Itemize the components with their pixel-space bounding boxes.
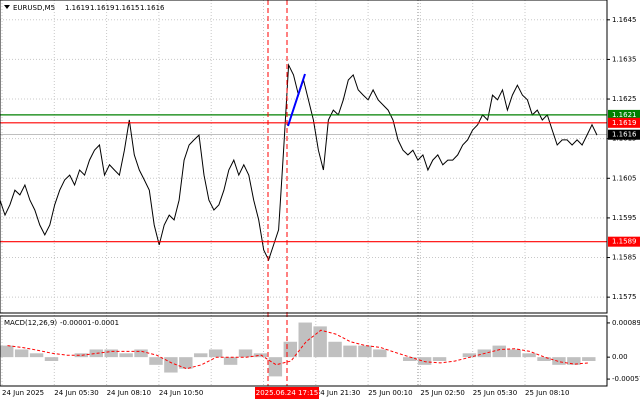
macd-bar [358,345,372,358]
x-tick-label: 24 Jun 2025 [2,389,44,397]
macd-bar [119,353,133,358]
macd-bar [0,345,14,358]
y-tick-label: 0.00 [612,353,628,361]
high: 1.1619 [90,4,115,12]
macd-bar [104,349,118,358]
macd-signal [7,329,590,370]
low: 1.1615 [115,4,140,12]
macd-bar [89,349,103,358]
close: 1.1616 [140,4,165,12]
grid [0,0,607,386]
y-tick-label: 1.1645 [612,16,637,24]
y-tick-label: -0.00057 [612,375,640,383]
y-tick-label: 0.00089 [612,319,640,327]
x-tick-label: 25 Jun 02:50 [420,389,464,397]
level-label-box [608,129,640,140]
header: EURUSD,M5 1.1619 1.1619 1.1615 1.1616 [4,4,165,12]
macd-bar [238,349,253,358]
macd-bar [74,353,89,358]
macd-bar [567,357,581,365]
level-label: 1.1621 [612,111,637,119]
macd-signal-value: -0.0001 [92,319,119,327]
macd-bar [373,349,387,358]
level-label-box [608,117,640,128]
macd-bar [537,357,551,361]
macd-bar [343,345,357,358]
x-tick-label: 24 Jun 21:30 [316,389,360,397]
open: 1.1619 [65,4,90,12]
macd-bar [417,357,432,365]
macd-bar [328,341,342,358]
header-icon [4,5,10,9]
macd-bar [223,357,238,365]
macd-bar [44,357,59,361]
labels: 1.16451.16351.16251.16151.16051.15951.15… [2,16,640,399]
macd-bar [14,349,29,358]
level-label-box [608,236,640,247]
macd-bar [29,353,44,358]
macd-bar [582,357,596,361]
macd-bar [179,357,193,369]
macd-bar [268,357,283,377]
x-tick-label: 24 Jun 10:50 [159,389,203,397]
macd-frame [0,315,608,387]
macd-bar [283,341,298,358]
level-label-box [608,109,640,120]
macd-bar [164,357,178,373]
macd-bar [194,353,208,358]
macd-bar [462,353,477,358]
level-label: 1.1619 [612,119,637,127]
macd-bar [492,345,506,358]
macd-bar [134,349,148,358]
trend-line [287,73,306,127]
symbol: EURUSD,M5 [13,4,55,12]
macd-value: -0.00001 [60,319,91,327]
plot [0,63,607,377]
macd-bar [507,349,521,358]
x-tick-label: 25 Jun 08:10 [525,389,569,397]
macd-bar [208,349,223,358]
macd-bar [298,322,312,358]
macd-header: MACD(12,26,9) -0.00001 -0.0001 [4,319,119,327]
x-tick-label: 24 Jun 05:30 [54,389,98,397]
x-tick-label: 24 Jun 08:10 [107,389,151,397]
macd-bar [402,357,417,361]
macd-bar [552,357,566,365]
macd-bar [253,353,268,358]
y-tick-label: 1.1575 [612,293,637,301]
main-frame [0,0,608,314]
level-label: 1.1616 [612,131,637,139]
macd-title: MACD(12,26,9) [4,319,57,327]
y-tick-label: 1.1605 [612,174,637,182]
cursor-label-box [255,387,319,399]
level-label: 1.1589 [612,238,637,246]
macd-bar [149,357,163,365]
y-tick-label: 1.1635 [612,55,637,63]
macd-bar [313,326,327,358]
y-tick-label: 1.1595 [612,214,637,222]
x-tick-label: 25 Jun 05:30 [473,389,517,397]
y-tick-label: 1.1585 [612,254,637,262]
y-tick-label: 1.1625 [612,95,637,103]
macd-bar [522,353,536,358]
cursor-label: 2025.06.24 17:15 [256,389,318,397]
x-tick-label: 25 Jun 00:10 [368,389,412,397]
macd-bar [432,357,447,361]
